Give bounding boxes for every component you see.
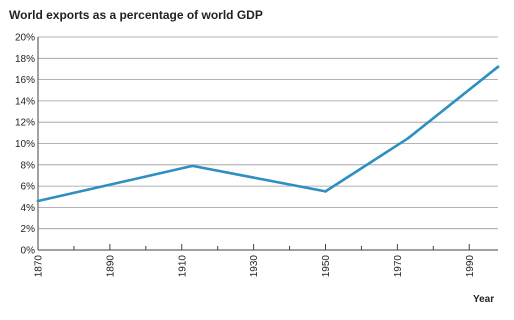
x-tick-label: 1930 (249, 255, 260, 278)
x-tick-label: 1870 (34, 255, 45, 278)
y-tick-label: 12% (15, 118, 35, 129)
data-point (191, 164, 194, 168)
y-tick-label: 20% (15, 33, 35, 44)
x-tick-label: 1970 (393, 255, 404, 278)
x-tick-labels: 1870 1890 1910 1930 1950 1970 1990 (34, 255, 476, 278)
y-tick-labels: 0% 2% 4% 6% 8% 10% 12% 14% 16% 18% 20% (15, 33, 35, 257)
data-point (406, 136, 410, 140)
data-point (36, 199, 40, 203)
y-tick-label: 14% (15, 96, 35, 107)
y-tick-label: 16% (15, 75, 35, 86)
gridlines (38, 36, 498, 230)
x-tick-label: 1990 (465, 255, 476, 278)
axes (37, 37, 498, 251)
y-tick-label: 6% (21, 182, 36, 193)
x-axis-label: Year (473, 294, 494, 305)
x-tick-label: 1890 (105, 255, 116, 278)
data-point (496, 65, 500, 69)
y-tick-label: 18% (15, 54, 35, 65)
series (36, 65, 500, 203)
data-point (324, 190, 327, 193)
y-tick-label: 10% (15, 139, 35, 150)
x-tick-label: 1910 (177, 255, 188, 278)
chart-title: World exports as a percentage of world G… (9, 8, 263, 22)
y-tick-label: 2% (21, 224, 36, 235)
x-tick-label: 1950 (321, 255, 332, 278)
y-tick-label: 8% (21, 160, 36, 171)
y-tick-label: 4% (21, 203, 36, 214)
series-line (36, 65, 500, 203)
y-tick-label: 0% (21, 246, 36, 257)
